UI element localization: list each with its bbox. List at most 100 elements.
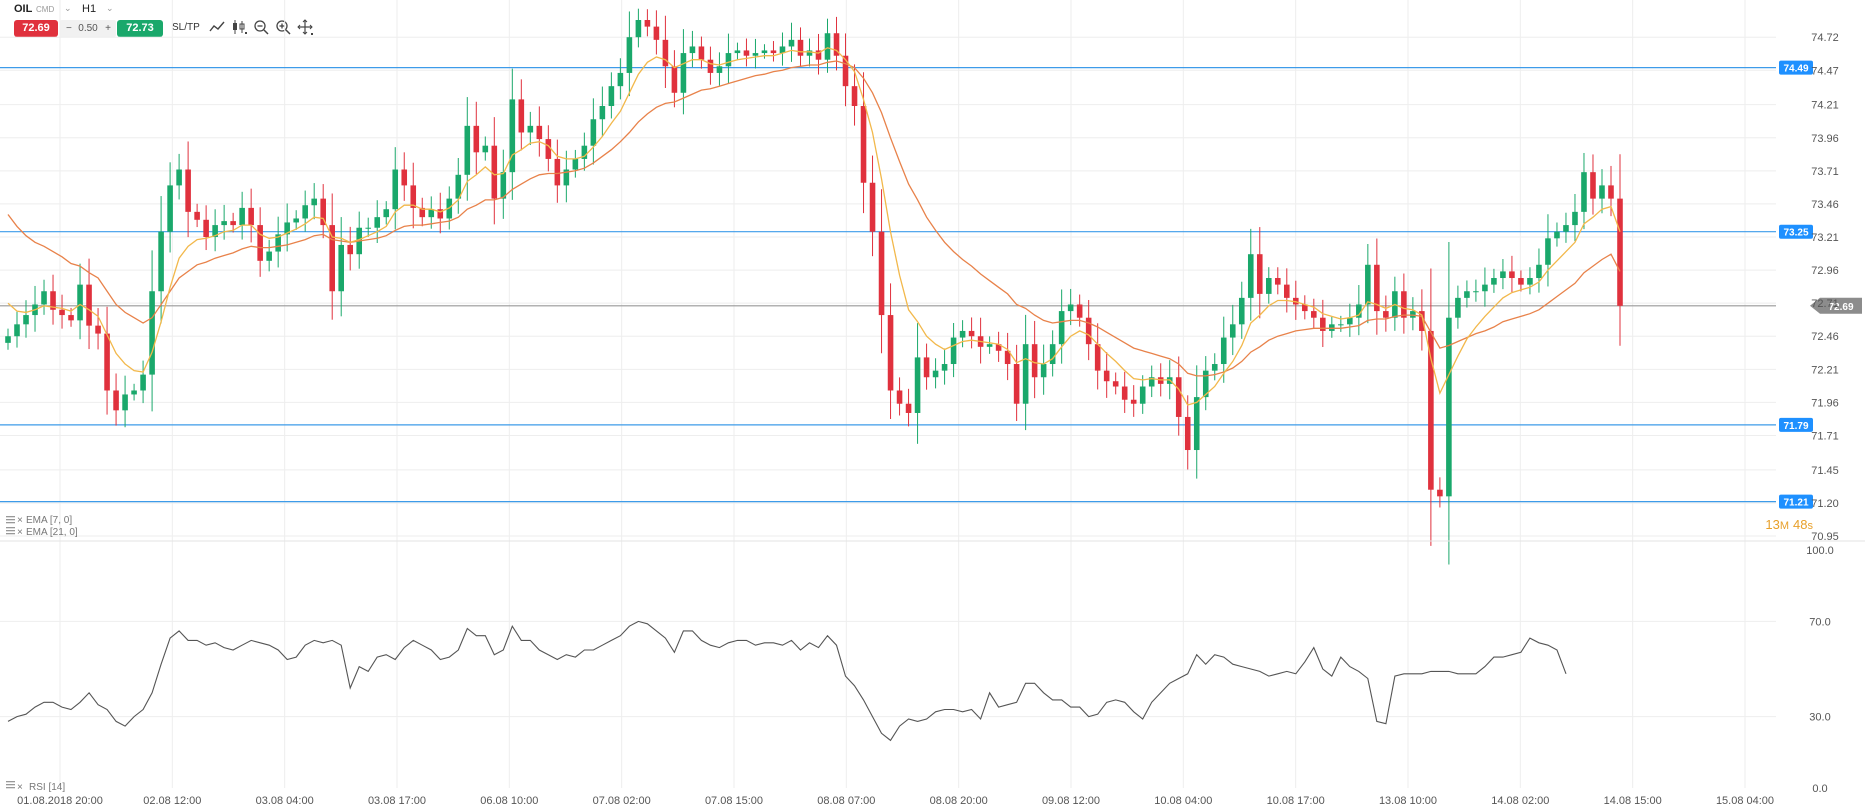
zoom-in-icon[interactable] [275,19,291,35]
candle-bear [1518,278,1524,285]
close-icon[interactable]: × [17,527,23,538]
candle-bull [455,174,462,199]
instrument-symbol[interactable]: OIL [14,3,33,15]
candle-bull [1238,297,1245,325]
price-tick-label: 71.96 [1811,397,1839,409]
candle-bear [1112,381,1119,387]
menu-icon[interactable] [6,516,15,524]
close-icon[interactable]: × [17,782,23,793]
candle-bear [329,225,335,292]
candle-bull [1545,238,1551,265]
candle-bear [68,315,74,321]
candle-bear [1013,364,1020,404]
candle-bear [644,20,651,27]
candle-bear [797,39,804,56]
candle-bear [869,182,876,232]
level-label: 74.49 [1783,64,1808,75]
candle-bear [653,26,660,40]
buy-button[interactable]: 72.73 [117,20,163,37]
candle-bull [572,158,579,170]
candle-bull [338,244,344,292]
ema21-legend[interactable]: × EMA [21, 0] [6,527,78,538]
decrease-button[interactable]: − [66,23,72,34]
volume-stepper[interactable]: − 0.50 + [60,20,116,37]
candle-bull [158,231,164,292]
candle-bull [779,46,786,54]
candles-icon[interactable] [231,19,247,35]
candle-bull [1572,211,1578,226]
time-tick-label: 10.08 04:00 [1154,795,1212,807]
candle-bear [995,344,1002,351]
volume-value[interactable]: 0.50 [78,23,98,34]
increase-button[interactable]: + [105,23,111,34]
candle-bear [257,225,263,261]
candle-bull [824,33,831,60]
horizontal-levels[interactable]: 74.49 73.25 71.79 71.21 72.69 [0,60,1862,509]
candle-bear [410,185,417,208]
candle-bear [50,291,56,310]
line-chart-icon[interactable] [209,19,225,35]
candle-bear [1256,254,1263,294]
menu-icon[interactable] [6,527,15,535]
candle-bull [1599,185,1605,199]
candle-bull [239,207,245,226]
rsi-legend[interactable]: × RSI [14] [6,781,65,793]
candle-bull [284,222,290,235]
price-tick-label: 72.71 [1811,298,1839,310]
candle-bull [617,72,624,87]
candle-bear [59,309,65,316]
time-tick-label: 10.08 17:00 [1267,795,1325,807]
sl-tp-button[interactable]: SL/TP [172,22,200,33]
sell-button[interactable]: 72.69 [14,20,58,37]
candle-bull [140,374,146,391]
menu-icon[interactable] [6,781,15,789]
candle-bull [959,330,966,338]
candle-bear [95,325,101,334]
candle-bear [1076,304,1083,318]
crosshair-icon[interactable] [297,19,313,35]
candle-bear [743,50,750,56]
timeframe-chevron-down-icon[interactable]: ⌄ [106,3,114,13]
time-tick-label: 03.08 17:00 [368,795,426,807]
candle-bear [662,39,669,67]
candle-bear [1617,198,1623,306]
candle-bear [842,55,849,87]
candle-bull [1229,324,1236,338]
candle-bull [14,324,20,337]
price-tick-label: 70.95 [1811,531,1839,543]
candle-bear [1608,185,1614,199]
timeframe-selector[interactable]: H1 [82,3,97,15]
zoom-out-icon[interactable] [253,19,269,35]
level-label-box [1779,60,1813,75]
candle-bear [248,207,254,226]
rsi-tick-label: 30.0 [1809,712,1830,724]
time-tick-label: 01.08.2018 20:00 [17,795,103,807]
candle-bull [500,172,507,199]
candle-bear [1401,291,1407,318]
grid-lines [0,0,1776,788]
symbol-chevron-down-icon[interactable]: ⌄ [64,3,72,13]
candle-bull [1500,271,1506,279]
ema7-legend[interactable]: × EMA [7, 0] [6,515,72,526]
countdown-seconds-unit: s [1808,520,1814,532]
candle-bull [41,291,47,305]
candle-bear [1031,344,1038,378]
candle-bear [1428,330,1434,490]
candle-bull [626,37,633,73]
candle-bull [608,86,615,107]
candle-bull [1211,364,1218,371]
time-tick-label: 09.08 12:00 [1042,795,1100,807]
candle-bear [1311,311,1317,318]
candle-bear [104,333,110,391]
current-price-label: 72.69 [1828,302,1853,313]
candle-bull [266,251,272,261]
close-icon[interactable]: × [17,515,23,526]
candle-bull [1338,324,1344,326]
candle-bear [554,158,561,186]
candle-bull [1265,278,1272,294]
candle-bull [122,394,128,411]
candle-bull [482,145,489,153]
rsi-line [7,620,1567,742]
rsi-tick-label: 0.0 [1812,783,1827,795]
